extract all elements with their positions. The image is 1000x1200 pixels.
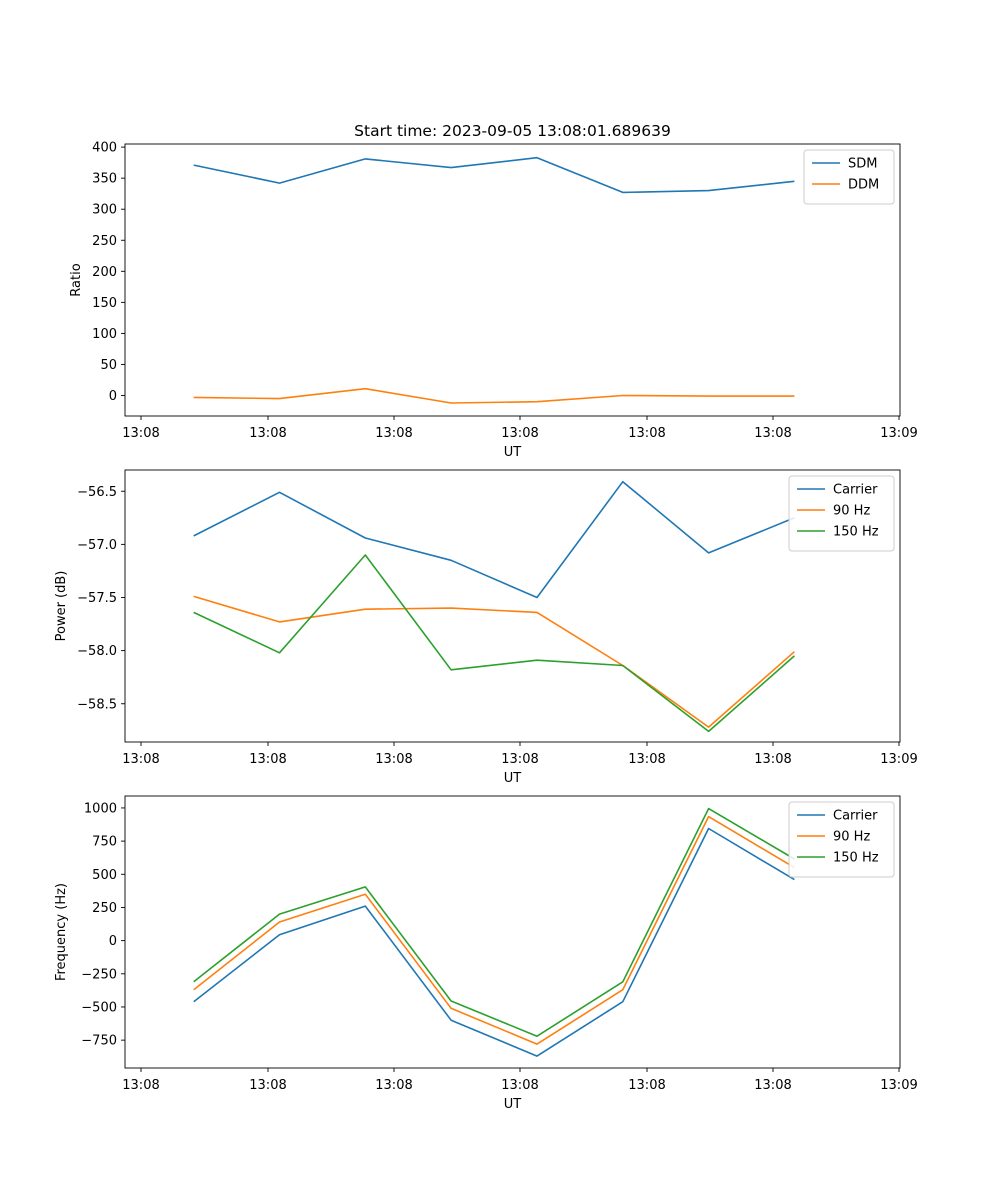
- series-line-150-hz: [193, 807, 795, 1037]
- power-panel: UT Power (dB) −58.5 −58.0 −57.5 −57.0 −56.5 1…: [54, 469, 918, 786]
- legend: Carrier 90 Hz 150 Hz: [788, 475, 895, 552]
- series-line-ddm: [193, 387, 795, 404]
- x-tick-label: 13:08: [375, 1078, 412, 1093]
- chart-title: Start time: 2023-09-05 13:08:01.689639: [354, 122, 671, 140]
- x-tick-label: 13:08: [249, 426, 286, 441]
- plot-frame: [124, 469, 901, 743]
- legend-label: SDM: [848, 157, 877, 172]
- y-tick-label: −56.5: [77, 485, 117, 500]
- series-line-carrier: [193, 480, 795, 599]
- series-line-carrier: [193, 827, 795, 1057]
- y-tick-label: 50: [100, 358, 117, 373]
- x-axis-label: UT: [504, 771, 522, 786]
- y-tick-label: −58.5: [77, 697, 117, 712]
- x-tick-label: 13:08: [754, 1078, 791, 1093]
- y-axis-label: Power (dB): [54, 571, 69, 642]
- plot-frame: [124, 143, 901, 417]
- x-tick-label: 13:09: [880, 1078, 917, 1093]
- y-tick-label: 350: [92, 172, 117, 187]
- legend-label: 90 Hz: [833, 830, 870, 845]
- y-tick-label: 500: [92, 868, 117, 883]
- y-tick-label: 0: [109, 389, 117, 404]
- legend-box: [788, 801, 895, 878]
- y-tick-label: −57.0: [77, 538, 117, 553]
- x-tick-label: 13:08: [122, 752, 159, 767]
- x-tick-label: 13:08: [375, 426, 412, 441]
- x-tick-label: 13:08: [249, 1078, 286, 1093]
- legend-label: 90 Hz: [833, 504, 870, 519]
- legend-label: Carrier: [833, 483, 878, 498]
- x-tick-label: 13:08: [501, 426, 538, 441]
- legend-box: [788, 475, 895, 552]
- series-line-150-hz: [193, 554, 795, 733]
- x-tick-label: 13:08: [501, 752, 538, 767]
- x-tick-label: 13:08: [628, 752, 665, 767]
- x-tick-label: 13:08: [754, 752, 791, 767]
- y-axis-label: Frequency (Hz): [54, 883, 69, 981]
- series-line-90-hz: [193, 595, 795, 728]
- y-tick-label: 250: [92, 901, 117, 916]
- y-tick-label: −500: [81, 1000, 117, 1015]
- plot-frame: [124, 795, 901, 1069]
- legend: Carrier 90 Hz 150 Hz: [788, 801, 895, 878]
- x-tick-label: 13:09: [880, 752, 917, 767]
- y-tick-label: 0: [109, 934, 117, 949]
- y-tick-label: 100: [92, 327, 117, 342]
- x-tick-label: 13:08: [628, 1078, 665, 1093]
- y-tick-label: −57.5: [77, 591, 117, 606]
- x-tick-label: 13:09: [880, 426, 917, 441]
- x-tick-label: 13:08: [375, 752, 412, 767]
- series-line-90-hz: [193, 815, 795, 1045]
- x-tick-label: 13:08: [122, 1078, 159, 1093]
- y-tick-label: 250: [92, 234, 117, 249]
- x-tick-label: 13:08: [249, 752, 286, 767]
- y-tick-label: 200: [92, 265, 117, 280]
- y-tick-label: −250: [81, 967, 117, 982]
- y-tick-label: 750: [92, 835, 117, 850]
- legend: SDM DDM: [803, 149, 895, 205]
- x-tick-label: 13:08: [754, 426, 791, 441]
- x-tick-label: 13:08: [628, 426, 665, 441]
- series-line-sdm: [193, 156, 795, 194]
- y-tick-label: −58.0: [77, 644, 117, 659]
- y-axis-label: Ratio: [69, 263, 84, 296]
- ratio-panel: Start time: 2023-09-05 13:08:01.689639 U…: [69, 122, 918, 460]
- legend-label: Carrier: [833, 809, 878, 824]
- y-tick-label: 1000: [84, 801, 117, 816]
- legend-label: DDM: [848, 178, 879, 193]
- y-tick-label: −750: [81, 1034, 117, 1049]
- y-tick-label: 300: [92, 203, 117, 218]
- y-tick-label: 150: [92, 296, 117, 311]
- x-tick-label: 13:08: [122, 426, 159, 441]
- x-axis-label: UT: [504, 445, 522, 460]
- legend-label: 150 Hz: [833, 525, 879, 540]
- frequency-panel: UT Frequency (Hz) −750 −500 −250 0 250 500 750…: [54, 795, 918, 1112]
- x-tick-label: 13:08: [501, 1078, 538, 1093]
- legend-label: 150 Hz: [833, 851, 879, 866]
- y-tick-label: 400: [92, 141, 117, 156]
- x-axis-label: UT: [504, 1097, 522, 1112]
